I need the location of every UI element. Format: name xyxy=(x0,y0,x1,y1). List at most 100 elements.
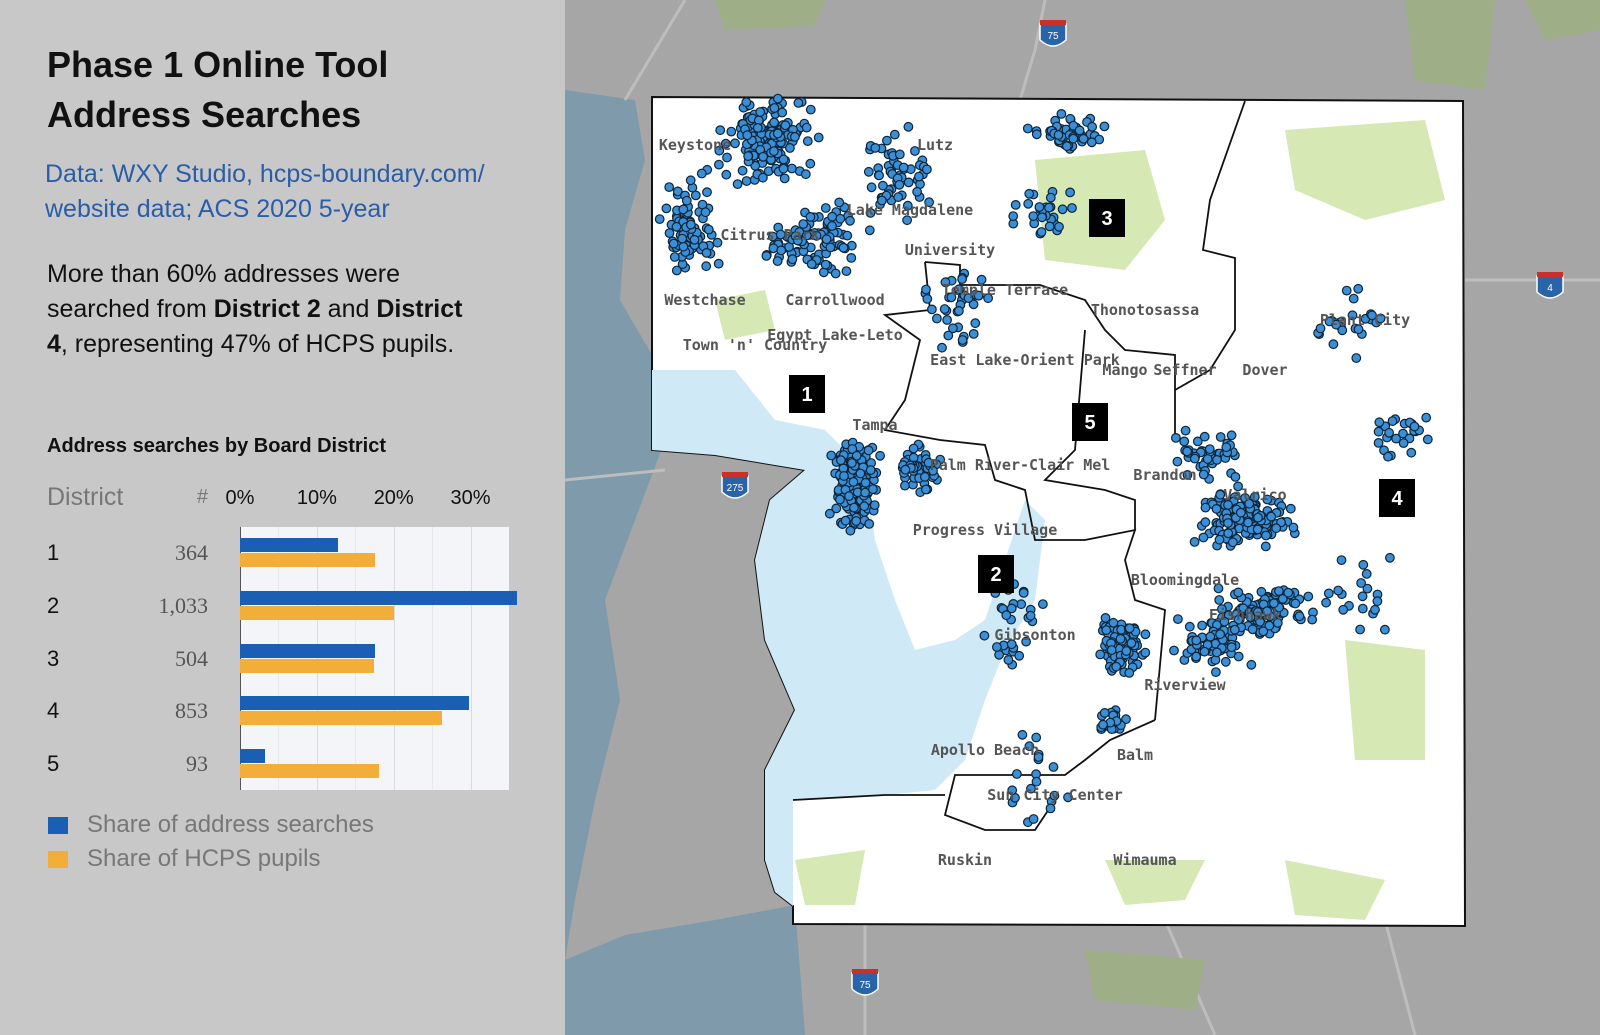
search-point xyxy=(737,165,748,176)
search-point xyxy=(1353,324,1364,335)
desc-text-2: and xyxy=(320,295,377,323)
district-count: 93 xyxy=(186,750,208,776)
search-point xyxy=(889,129,900,140)
search-point xyxy=(844,491,854,502)
search-point xyxy=(825,242,836,253)
search-point xyxy=(1373,426,1384,437)
search-point xyxy=(730,138,740,149)
search-point xyxy=(1014,650,1025,661)
search-point xyxy=(1338,604,1349,615)
bar-search-share xyxy=(240,538,338,553)
search-point xyxy=(1211,667,1221,677)
district-count: 1,033 xyxy=(158,592,209,618)
search-point xyxy=(772,93,783,104)
search-point xyxy=(842,230,853,241)
search-point xyxy=(869,500,880,511)
search-point xyxy=(910,146,920,156)
search-point xyxy=(713,159,724,170)
district-marker-3[interactable]: 3 xyxy=(1089,199,1125,237)
search-point xyxy=(1049,790,1060,801)
desc-district-4: District 4 xyxy=(47,295,463,358)
search-point xyxy=(713,258,724,269)
search-point xyxy=(1333,585,1344,596)
search-point xyxy=(1255,616,1265,627)
search-point xyxy=(921,284,931,295)
map[interactable]: Keystone Citrus Park Westchase Town 'n' Cou… xyxy=(565,0,1600,1035)
x-tick-label: 0% xyxy=(225,487,255,509)
search-point xyxy=(714,145,725,156)
search-point xyxy=(1189,537,1200,547)
legend-swatch xyxy=(48,851,68,868)
search-point xyxy=(1124,668,1135,678)
search-point xyxy=(963,293,974,304)
search-point xyxy=(894,149,905,160)
search-point xyxy=(983,293,994,304)
search-point xyxy=(1205,631,1216,642)
district-marker-2[interactable]: 2 xyxy=(978,555,1014,593)
search-point xyxy=(830,268,841,279)
search-point xyxy=(1269,598,1279,609)
search-point xyxy=(863,445,874,456)
search-point xyxy=(1361,569,1372,579)
search-point xyxy=(1233,481,1243,492)
info-panel: Phase 1 Online Tool Address Searches Dat… xyxy=(0,0,565,1035)
district-marker-4[interactable]: 4 xyxy=(1379,479,1415,517)
search-point xyxy=(778,163,789,174)
search-point xyxy=(772,128,783,139)
search-point xyxy=(870,142,881,153)
search-point xyxy=(1331,319,1342,330)
search-point xyxy=(903,121,914,132)
search-point xyxy=(893,192,904,203)
search-point xyxy=(1001,610,1012,621)
search-point xyxy=(1406,447,1417,458)
search-point xyxy=(1078,133,1089,144)
search-point xyxy=(793,97,804,108)
search-point xyxy=(732,179,743,190)
district-marker-5[interactable]: 5 xyxy=(1072,403,1108,441)
search-point xyxy=(1348,293,1359,304)
search-point xyxy=(1214,534,1225,545)
search-point xyxy=(992,642,1002,652)
search-point xyxy=(1223,528,1234,539)
place-label: Plant City xyxy=(1320,311,1410,329)
search-point xyxy=(1384,427,1394,438)
search-point xyxy=(835,494,845,505)
search-point xyxy=(948,323,958,334)
search-point xyxy=(671,221,682,232)
search-point xyxy=(865,465,876,476)
search-point xyxy=(835,213,846,224)
search-point xyxy=(1031,129,1042,140)
search-point xyxy=(1321,597,1331,608)
search-point xyxy=(1121,646,1132,656)
search-point xyxy=(836,455,846,466)
district-marker-1[interactable]: 1 xyxy=(789,375,825,413)
search-point xyxy=(1307,614,1318,625)
search-point xyxy=(922,164,932,175)
search-point xyxy=(1229,624,1240,635)
search-point xyxy=(798,219,809,229)
source-line-1: Data: WXY Studio, hcps-boundary.com/ xyxy=(45,160,485,188)
search-point xyxy=(1057,204,1068,215)
search-point xyxy=(1243,517,1253,528)
search-point xyxy=(924,197,935,208)
search-point xyxy=(1357,591,1368,602)
search-point xyxy=(671,265,682,276)
search-point xyxy=(664,228,675,239)
search-point xyxy=(1246,659,1257,670)
search-point xyxy=(1191,635,1202,646)
search-point xyxy=(1033,752,1044,762)
district-markers: 1 2 3 4 5 xyxy=(789,199,1415,593)
search-point xyxy=(838,242,849,253)
place-label: Valrico xyxy=(1223,486,1286,504)
search-point xyxy=(761,250,772,261)
search-point xyxy=(654,214,665,225)
x-tick-label: 10% xyxy=(296,487,337,509)
search-point xyxy=(755,107,766,117)
search-point xyxy=(1211,504,1222,514)
search-point xyxy=(1235,507,1246,518)
place-label: Town 'n' Country xyxy=(683,336,828,354)
search-point xyxy=(1006,603,1017,614)
district-count: 504 xyxy=(175,645,208,671)
search-point xyxy=(805,104,816,115)
gridline-3 xyxy=(470,527,472,790)
